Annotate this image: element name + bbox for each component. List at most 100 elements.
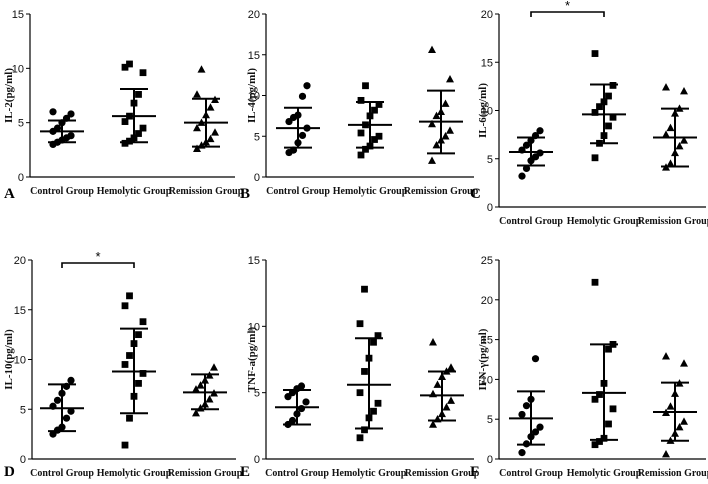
data-point-triangle <box>441 132 450 140</box>
data-point-square <box>121 361 129 368</box>
data-point-triangle <box>442 403 451 411</box>
data-point-circle <box>531 428 540 436</box>
data-point-square <box>121 118 129 125</box>
data-point-square <box>609 113 617 121</box>
data-point-triangle <box>193 90 201 98</box>
data-point-square <box>126 414 133 422</box>
significance-star: * <box>565 0 570 13</box>
data-point-square <box>374 332 382 340</box>
data-point-triangle <box>429 338 437 346</box>
significance-star: * <box>95 249 100 264</box>
data-point-circle <box>302 398 310 406</box>
data-point-square <box>591 441 599 449</box>
data-point-triangle <box>680 417 688 425</box>
y-tick-label: 25 <box>481 255 493 267</box>
significance-bracket <box>61 262 135 268</box>
category-label: Control Group <box>499 468 563 479</box>
panel-b: 0 5 10 15 20 IL-4(pg/ml) Control Group Hemolyti… <box>240 9 479 202</box>
data-point-triangle <box>680 359 688 367</box>
y-tick-label: 5 <box>20 404 26 416</box>
data-point-triangle <box>666 402 675 410</box>
data-point-triangle <box>446 75 454 83</box>
data-point-square <box>371 136 378 143</box>
data-point-square <box>135 130 142 137</box>
data-point-square <box>356 320 364 328</box>
data-point-triangle <box>196 381 205 389</box>
data-point-triangle <box>428 45 436 54</box>
y-tick-label: 20 <box>14 255 26 267</box>
data-point-triangle <box>680 136 688 144</box>
data-point-circle <box>298 131 307 140</box>
data-point-square <box>375 101 383 108</box>
data-point-square <box>375 132 383 140</box>
data-point-circle <box>67 376 75 384</box>
category-label: Hemolytic Group <box>567 468 642 479</box>
y-tick-label: 15 <box>12 9 24 21</box>
data-point-triangle <box>675 142 684 150</box>
y-tick-label: 20 <box>248 9 260 21</box>
data-point-triangle <box>662 352 670 360</box>
data-point-triangle <box>662 130 670 138</box>
category-label: Control Group <box>30 186 94 197</box>
y-tick-label: 10 <box>248 91 260 103</box>
data-point-triangle <box>432 141 441 149</box>
y-axis-title: IL-4(pg/ml) <box>246 68 258 123</box>
y-axis-title: TNF-a(pg/ml) <box>246 326 258 392</box>
data-point-triangle <box>666 159 675 167</box>
y-tick-label: 0 <box>18 172 24 184</box>
panel-label: C <box>470 186 481 202</box>
category-label: Remission Group <box>169 186 244 197</box>
data-point-square <box>370 338 377 346</box>
y-tick-label: 15 <box>481 335 493 347</box>
data-point-square <box>126 60 133 68</box>
data-point-square <box>591 395 599 403</box>
category-label: Control Group <box>266 186 330 197</box>
y-tick-label: 0 <box>20 454 26 466</box>
panel-label: E <box>240 464 250 480</box>
category-label: Hemolytic Group <box>333 186 408 197</box>
y-tick-label: 10 <box>12 63 24 75</box>
data-point-triangle <box>666 123 675 132</box>
data-point-triangle <box>447 396 455 404</box>
data-point-triangle <box>193 123 201 132</box>
data-point-square <box>596 438 603 445</box>
data-point-triangle <box>432 111 441 120</box>
data-point-triangle <box>192 385 200 393</box>
data-point-triangle <box>662 83 670 91</box>
data-point-triangle <box>205 395 214 403</box>
y-tick-label: 5 <box>487 154 493 166</box>
category-label: Control Group <box>499 216 563 227</box>
y-tick-label: 5 <box>254 131 260 143</box>
data-point-square <box>139 69 147 77</box>
data-point-triangle <box>197 65 206 73</box>
data-point-square <box>370 407 377 415</box>
data-point-square <box>605 92 612 100</box>
data-point-triangle <box>193 144 201 152</box>
data-point-circle <box>67 110 75 118</box>
data-point-square <box>591 109 599 116</box>
data-point-square <box>356 389 364 397</box>
y-tick-label: 5 <box>254 388 260 400</box>
y-tick-label: 15 <box>14 305 26 317</box>
data-point-circle <box>53 124 62 132</box>
data-point-square <box>362 82 369 90</box>
data-point-circle <box>303 82 311 90</box>
data-point-circle <box>522 402 531 410</box>
y-tick-label: 5 <box>18 118 24 130</box>
y-tick-label: 0 <box>487 454 493 466</box>
data-point-square <box>361 426 368 434</box>
data-point-square <box>121 302 129 310</box>
data-point-triangle <box>433 380 442 388</box>
data-point-circle <box>67 132 75 140</box>
data-point-square <box>126 292 133 300</box>
y-tick-label: 10 <box>481 106 493 118</box>
y-tick-label: 0 <box>254 454 260 466</box>
category-label: Remission Group <box>638 468 708 479</box>
data-point-square <box>139 370 147 377</box>
data-point-circle <box>53 396 62 404</box>
data-point-square <box>357 151 365 159</box>
panel-f: 0 5 10 15 20 25 IFN-γ(pg/ml) Control Group Hemol… <box>470 255 708 480</box>
data-point-circle <box>518 410 526 419</box>
data-point-circle <box>518 449 526 457</box>
